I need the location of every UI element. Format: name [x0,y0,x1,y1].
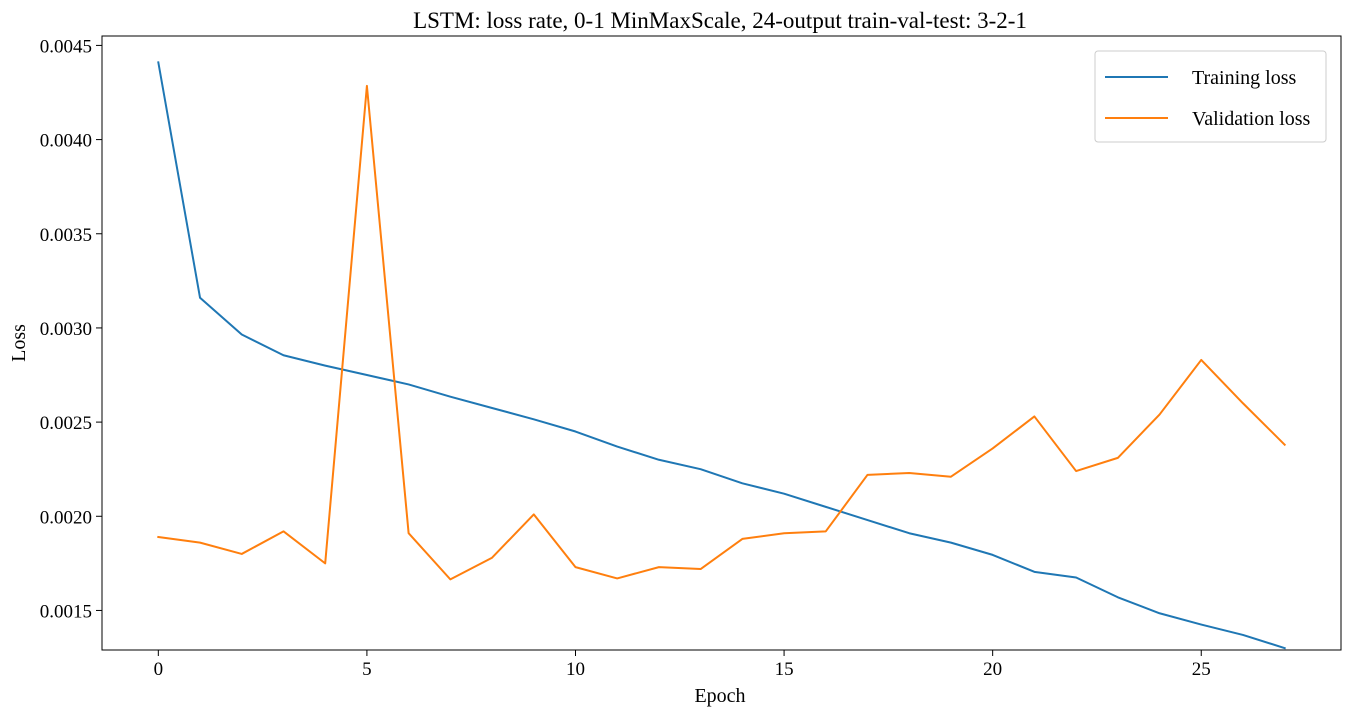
y-tick-label: 0.0030 [40,319,92,340]
y-tick-label: 0.0015 [40,601,92,622]
plot-lines [157,61,1287,650]
series-line-training [157,61,1286,650]
y-tick-label: 0.0025 [40,413,92,434]
y-tick-label: 0.0035 [40,225,92,246]
x-axis: 0 5 10 15 20 25 [154,650,1211,680]
legend-label: Training loss [1192,67,1297,89]
y-tick-label: 0.0040 [40,131,92,152]
x-tick-label: 10 [566,659,585,680]
plot-frame [101,35,1342,651]
x-tick-label: 5 [362,659,372,680]
x-tick-label: 25 [1192,659,1211,680]
chart-title: LSTM: loss rate, 0-1 MinMaxScale, 24-out… [413,8,1027,33]
series-line-validation [157,84,1287,581]
legend-box [1094,50,1327,143]
x-tick-label: 0 [154,659,164,680]
x-axis-label: Epoch [694,685,745,707]
y-axis-label: Loss [8,324,30,362]
x-tick-label: 15 [775,659,794,680]
y-tick-label: 0.0020 [40,507,92,528]
x-tick-label: 20 [983,659,1002,680]
legend: Training loss Validation loss [1094,50,1327,143]
legend-label: Validation loss [1192,108,1311,130]
y-axis: 0.0015 0.0020 0.0025 0.0030 0.0035 0.0040 0.00… [40,36,102,622]
y-tick-label: 0.0045 [40,36,92,57]
